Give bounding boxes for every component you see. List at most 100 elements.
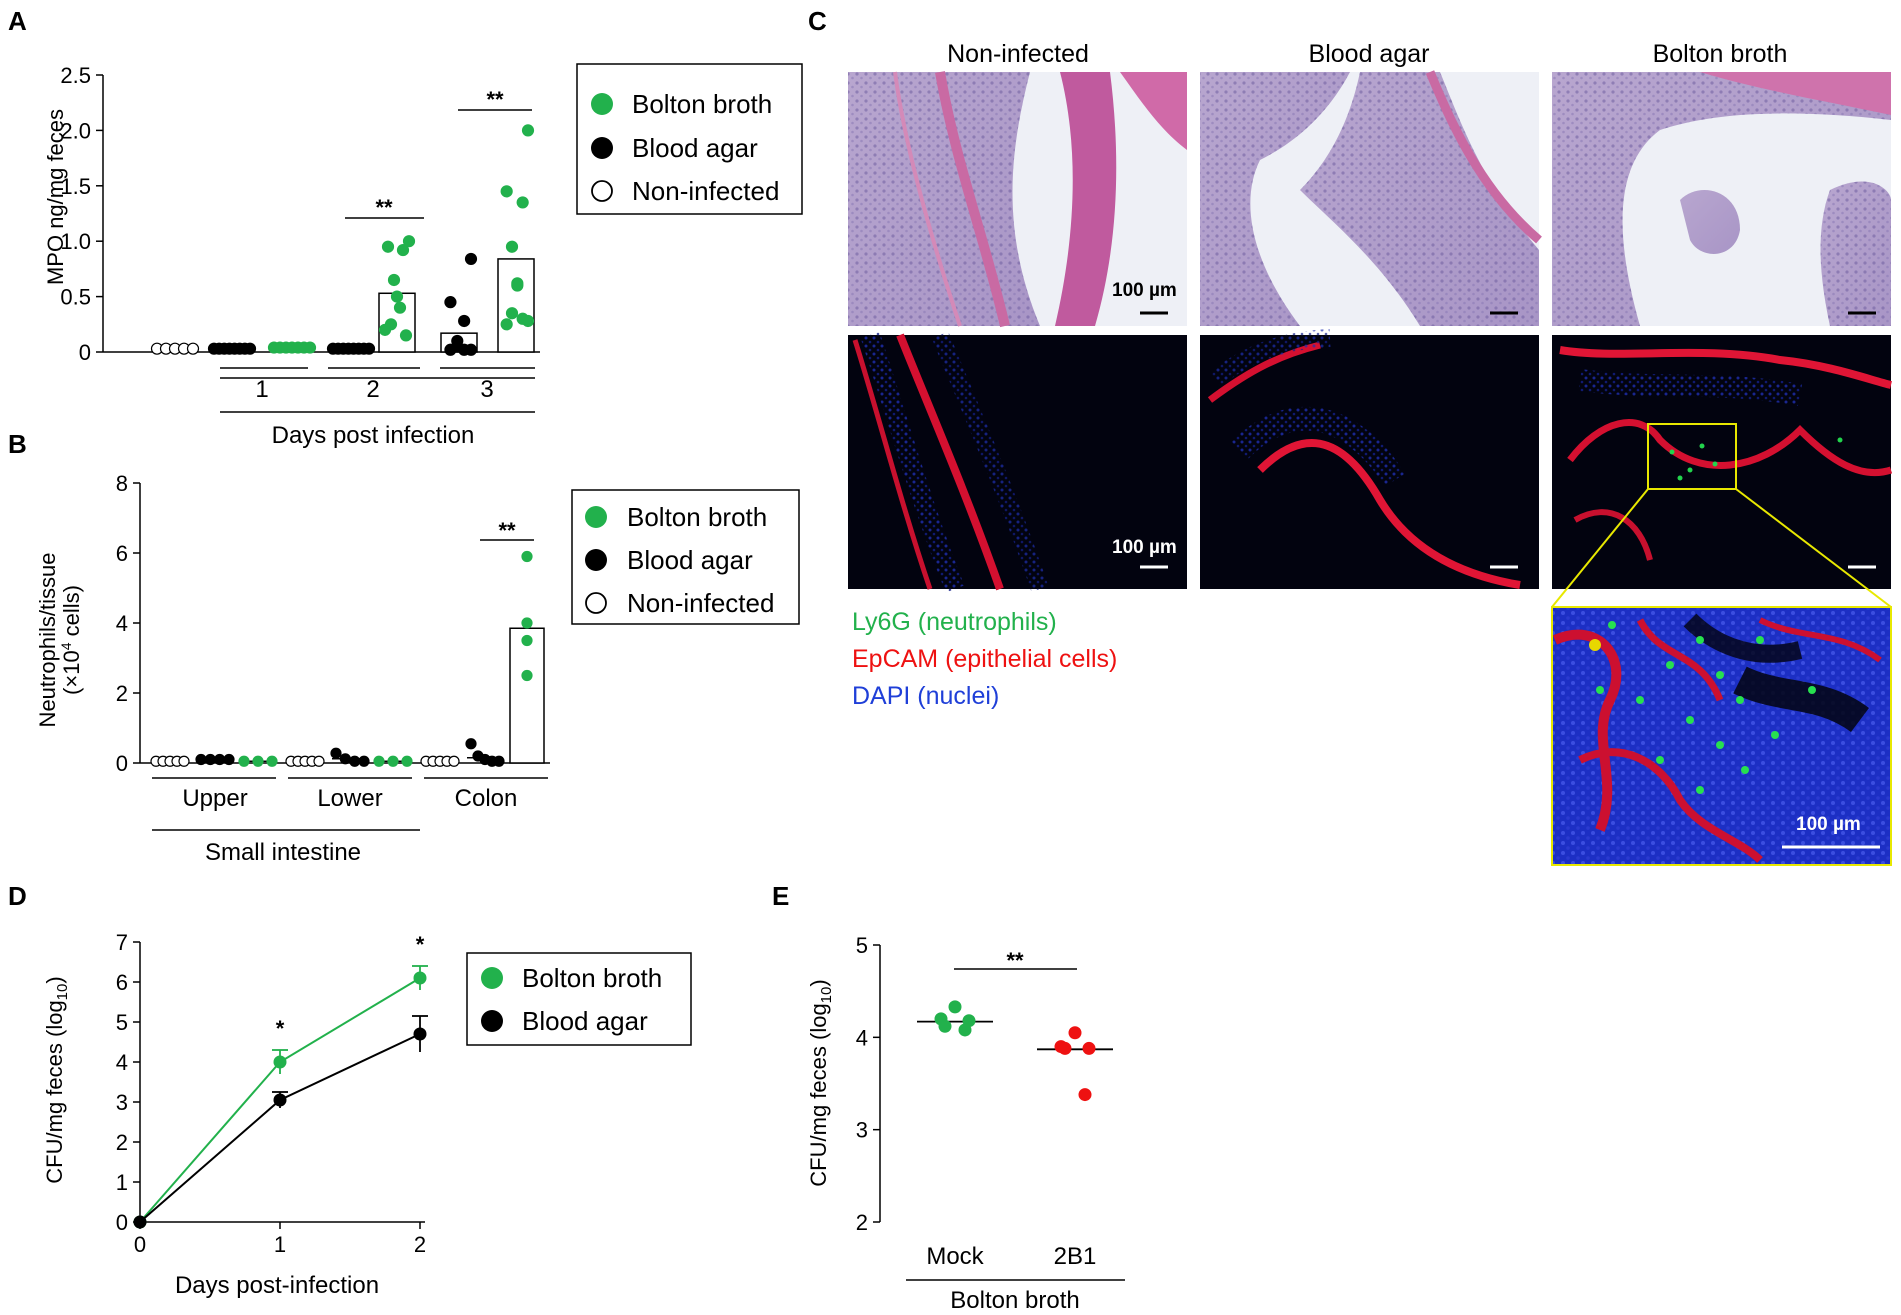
data-point [313,755,325,767]
data-point [223,753,235,766]
panel-letter-c: C [808,6,827,36]
data-point [401,755,413,767]
data-point [465,738,477,750]
legend-b-label-blood-agar: Blood agar [627,545,753,575]
y-tick-label: 2.0 [60,118,91,143]
zoom-connector-right [1735,488,1892,608]
data-point [448,755,460,767]
data-point [393,301,407,314]
legend-d-marker-blood-agar [481,1010,503,1032]
data-point [238,755,250,767]
panel-b-group-label-upper: Upper [182,785,247,812]
panel-b-y-title-post: cells) [59,585,84,642]
panel-letter-a: A [8,6,27,36]
y-tick-label: 6 [116,970,128,995]
data-point [303,341,317,354]
data-point [413,1027,427,1041]
data-point [444,343,457,356]
panel-d-marks: 0 1 2 * * [133,932,428,1257]
panel-b-y-title-line2: (×104 cells) [58,585,84,695]
panel-a-sig-day2: ** [375,195,393,220]
data-point [1078,1088,1092,1102]
panel-a-sig-day3: ** [486,87,504,112]
y-tick-label: 2 [116,1130,128,1155]
y-tick-label: 1.0 [60,229,91,254]
y-tick-label: 2.5 [60,63,91,88]
data-point [195,753,207,766]
x-tick-label: 2 [414,1232,426,1257]
panel-a-x-title: Days post infection [272,422,475,449]
panel-b-group-label-lower: Lower [317,785,382,812]
data-point [521,617,533,629]
panel-b-x-title: Small intestine [205,839,361,866]
data-point [387,755,399,767]
data-point [1058,1041,1072,1055]
legend-label-blood-agar: Blood agar [632,133,758,163]
x-tick-label: 0 [134,1232,146,1257]
panel-e-category-mock: Mock [926,1243,984,1270]
panel-a-group-label-3: 3 [480,376,493,403]
mean-bar [497,258,535,353]
data-point [948,1000,962,1014]
panel-b-y-title-pre: (×10 [59,650,84,695]
legend-b-label-non-infected: Non-infected [627,588,774,618]
panel-b-sig-colon: ** [498,518,516,543]
data-point [505,240,519,253]
panel-b-significance: ** [480,518,534,543]
stain-legend-epcam: EpCAM (epithelial cells) [852,645,1117,673]
data-point [521,634,533,647]
data-point [358,755,370,767]
fluorescence-image-blood-agar [1200,329,1539,589]
y-tick-label: 7 [116,930,128,955]
panel-a-chart: 0 0.5 1.0 1.5 2.0 2.5 1 2 3 Days post infecti… [43,63,803,449]
panel-letter-d: D [8,881,27,911]
data-point [521,669,533,682]
data-point [413,971,427,985]
panel-e-significance: ** [954,948,1077,973]
stain-legend-dapi: DAPI (nuclei) [852,682,999,710]
micrograph-column-title-bolton-broth: Bolton broth [1653,40,1788,68]
panel-d-y-axis: 0 1 2 3 4 5 6 7 [116,930,141,1235]
panel-a-group-label-2: 2 [366,376,379,403]
legend-d-label-blood-agar: Blood agar [522,1006,648,1036]
he-image-bolton-broth [1552,72,1891,326]
data-point [505,307,519,320]
panel-a-x-groups: 1 2 3 Days post infection [220,367,535,449]
stain-legend-ly6g: Ly6G (neutrophils) [852,608,1057,636]
panel-a-y-title: MPO ng/mg feces [43,109,68,285]
y-tick-label: 3 [116,1090,128,1115]
panel-d-y-title-sub: 10 [54,984,71,1001]
y-tick-label: 6 [116,541,128,566]
fluorescence-image-non-infected: 100 µm [848,331,1187,593]
data-point [958,1023,972,1037]
y-tick-label: 0 [116,751,128,776]
data-point [381,240,395,253]
panel-a-group-label-1: 1 [255,376,268,403]
data-point [378,323,392,336]
panel-a-marks [103,124,540,356]
y-tick-label: 4 [116,611,128,636]
x-tick-label: 1 [274,1232,286,1257]
data-point [273,1055,287,1069]
he-scale-label: 100 µm [1112,280,1177,301]
data-point [521,550,533,563]
data-point [387,273,401,287]
data-point [493,755,505,767]
panel-e-y-title-sub: 10 [818,987,835,1004]
panel-b-legend: Bolton broth Blood agar Non-infected [571,489,800,625]
legend-b-marker-non-infected [585,592,607,614]
legend-b-label-bolton-broth: Bolton broth [627,502,767,532]
legend-d-marker-bolton-broth [481,967,503,989]
micrograph-column-title-blood-agar: Blood agar [1309,40,1430,68]
fluorescence-image-bolton-broth [1552,335,1893,589]
panel-d-legend: Bolton broth Blood agar [466,952,692,1046]
data-point [402,235,416,248]
panel-e-y-title-main: CFU/mg feces (log [806,1003,831,1186]
panel-e-y-axis: 2 3 4 5 [856,933,881,1235]
panel-a-legend: Bolton broth Blood agar Non-infected [576,63,803,215]
data-point [362,342,376,355]
inset-scale-label: 100 µm [1796,814,1861,835]
legend-marker-non-infected [591,180,613,202]
y-tick-label: 8 [116,471,128,496]
